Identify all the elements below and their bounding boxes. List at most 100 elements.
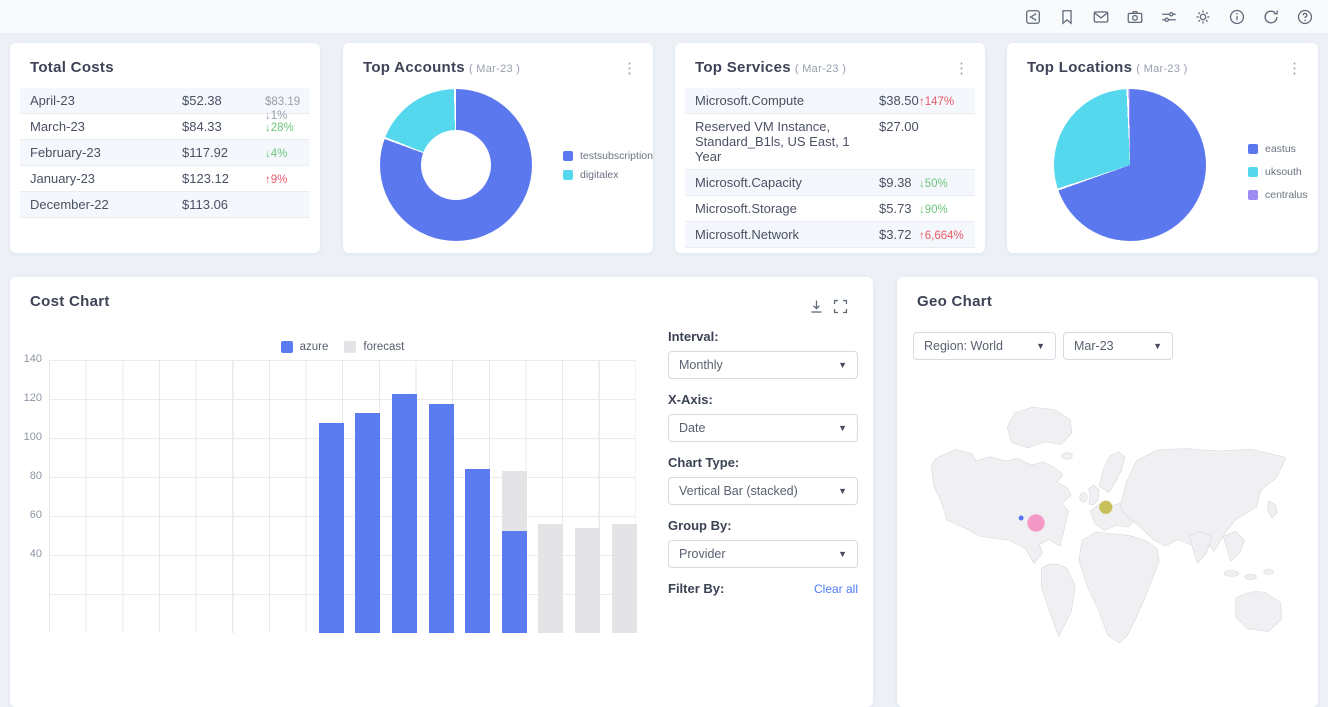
chevron-down-icon: ▼ <box>838 360 847 370</box>
legend-item: azure <box>280 341 329 353</box>
legend-item: testsubscription <box>563 150 653 162</box>
total-costs-card: Total Costs April-23 $52.38 $83.19 ↓1% March… <box>10 43 320 253</box>
refresh-icon[interactable] <box>1262 8 1280 26</box>
legend-label: eastus <box>1265 143 1296 155</box>
legend-label: forecast <box>363 341 405 353</box>
x-axis-dropdown[interactable]: Date ▼ <box>668 414 858 442</box>
row-delta-value: ↑147% <box>919 95 955 108</box>
card-title: Top Services( Mar-23 ) <box>695 59 847 76</box>
mail-icon[interactable] <box>1092 8 1110 26</box>
top-locations-legend: eastus uksouth centralus <box>1248 143 1308 201</box>
legend-swatch <box>1248 144 1258 154</box>
row-delta-value: ↓1% <box>265 109 288 122</box>
card-period: ( Mar-23 ) <box>468 63 521 75</box>
legend-item: centralus <box>1248 189 1308 201</box>
legend-item: forecast <box>344 341 404 353</box>
table-row: March-23 $84.33 ↓28% <box>20 114 310 140</box>
share-icon[interactable] <box>1024 8 1042 26</box>
kebab-menu-icon[interactable]: ⋮ <box>954 60 969 77</box>
row-delta: ↓28% <box>265 121 294 135</box>
chevron-down-icon: ▼ <box>1036 341 1045 351</box>
help-icon[interactable] <box>1296 8 1314 26</box>
azure-bar <box>318 423 344 633</box>
row-value: $113.06 <box>182 197 229 212</box>
row-delta-value: ↑6,664% <box>919 229 964 242</box>
info-icon[interactable] <box>1228 8 1246 26</box>
card-title: Geo Chart <box>917 293 993 310</box>
row-label: Reserved VM Instance, Standard_B1ls, US … <box>695 119 850 164</box>
table-row: December-22 $113.06 <box>20 192 310 218</box>
geo-chart-card: Geo Chart Region: World ▼ Mar-23 ▼ <box>897 277 1318 707</box>
y-axis-tick: 100 <box>23 431 42 443</box>
cost-chart-plot <box>49 360 637 633</box>
settings-gear-icon[interactable] <box>1194 8 1212 26</box>
fullscreen-icon[interactable] <box>832 298 849 315</box>
cost-chart-legend: azure forecast <box>49 341 636 353</box>
row-delta-value: ↓28% <box>265 121 294 134</box>
map-marker-uksouth <box>1099 500 1113 514</box>
camera-icon[interactable] <box>1126 8 1144 26</box>
forecast-bar <box>611 523 637 633</box>
legend-label: azure <box>299 341 329 353</box>
period-dropdown[interactable]: Mar-23 ▼ <box>1063 332 1173 360</box>
table-row: April-23 $52.38 $83.19 ↓1% <box>20 88 310 122</box>
row-delta-value: ↓90% <box>919 203 948 216</box>
row-label: December-22 <box>30 197 109 212</box>
row-forecast-value: $83.19 <box>265 95 301 108</box>
azure-bar <box>501 530 527 633</box>
azure-bar <box>465 469 491 633</box>
clear-all-link[interactable]: Clear all <box>813 581 858 596</box>
top-services-card: Top Services( Mar-23 ) ⋮ Microsoft.Compu… <box>675 43 985 253</box>
row-value: $3.72 <box>879 227 912 242</box>
top-locations-pie-chart <box>1054 89 1206 241</box>
legend-item: uksouth <box>1248 166 1308 178</box>
group-by-label: Group By: <box>668 518 732 533</box>
card-title: Cost Chart <box>30 293 110 310</box>
map-marker-centralus <box>1018 515 1024 521</box>
legend-swatch <box>563 170 573 180</box>
legend-label: centralus <box>1265 189 1308 201</box>
y-axis-tick: 120 <box>23 392 42 404</box>
download-icon[interactable] <box>808 298 825 315</box>
chart-type-dropdown[interactable]: Vertical Bar (stacked) ▼ <box>668 477 858 505</box>
bookmark-icon[interactable] <box>1058 8 1076 26</box>
top-toolbar <box>0 0 1328 33</box>
y-axis-tick: 60 <box>29 509 42 521</box>
group-by-dropdown[interactable]: Provider ▼ <box>668 540 858 568</box>
legend-swatch <box>1248 190 1258 200</box>
chevron-down-icon: ▼ <box>838 549 847 559</box>
legend-swatch <box>344 341 357 353</box>
sliders-icon[interactable] <box>1160 8 1178 26</box>
region-dropdown[interactable]: Region: World ▼ <box>913 332 1056 360</box>
y-axis-tick: 80 <box>29 470 42 482</box>
interval-label: Interval: <box>668 329 719 344</box>
card-title: Top Accounts( Mar-23 ) <box>363 59 521 76</box>
row-value: $5.73 <box>879 201 912 216</box>
row-delta: ↑9% <box>265 173 287 187</box>
table-row: Microsoft.Compute $38.50 ↑147% <box>685 88 975 114</box>
kebab-menu-icon[interactable]: ⋮ <box>622 60 637 77</box>
forecast-bar <box>575 527 601 633</box>
legend-swatch <box>280 341 293 353</box>
interval-value: Monthly <box>679 358 723 372</box>
donut-hole <box>421 130 491 200</box>
row-label: February-23 <box>30 145 101 160</box>
legend-item: eastus <box>1248 143 1308 155</box>
period-value: Mar-23 <box>1074 339 1114 353</box>
row-label: Microsoft.Storage <box>695 201 797 216</box>
row-delta: $83.19 ↓1% <box>265 95 300 123</box>
region-value: Region: World <box>924 339 1003 353</box>
kebab-menu-icon[interactable]: ⋮ <box>1287 60 1302 77</box>
azure-bar <box>428 403 454 633</box>
x-axis-value: Date <box>679 421 706 435</box>
row-delta: ↓4% <box>265 147 287 161</box>
row-value: $9.38 <box>879 175 912 190</box>
row-delta-value: ↓4% <box>265 147 288 160</box>
row-delta-value: ↓50% <box>919 177 948 190</box>
chart-type-value: Vertical Bar (stacked) <box>679 484 798 498</box>
table-row: February-23 $117.92 ↓4% <box>20 140 310 166</box>
table-row: Microsoft.Capacity $9.38 ↓50% <box>685 170 975 196</box>
top-locations-card: Top Locations( Mar-23 ) ⋮ eastus uksouth c… <box>1007 43 1318 253</box>
card-title: Total Costs <box>30 59 114 76</box>
interval-dropdown[interactable]: Monthly ▼ <box>668 351 858 379</box>
